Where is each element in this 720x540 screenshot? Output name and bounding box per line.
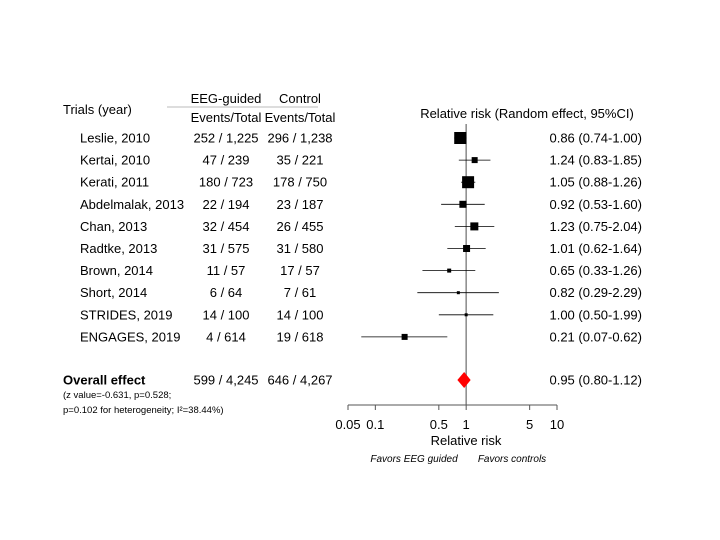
x-tick-label: 10 <box>550 417 564 432</box>
rr-label: 1.05 (0.88-1.26) <box>549 175 642 190</box>
study-row: Abdelmalak, 2013 22 / 194 23 / 187 0.92 (0.… <box>80 197 642 212</box>
study-name: Abdelmalak, 2013 <box>80 197 184 212</box>
study-row: ENGAGES, 2019 4 / 614 19 / 618 0.21 (0.07-0… <box>80 329 642 344</box>
eeg-events: 22 / 194 <box>203 197 250 212</box>
header-events-total-eeg: Events/Total <box>191 110 262 125</box>
overall-control-events: 646 / 4,267 <box>267 373 332 388</box>
eeg-events: 14 / 100 <box>203 307 250 322</box>
eeg-events: 4 / 614 <box>206 329 246 344</box>
study-row: Kertai, 2010 47 / 239 35 / 221 1.24 (0.83-1… <box>80 153 642 168</box>
x-tick-label: 0.5 <box>430 417 448 432</box>
eeg-events: 252 / 1,225 <box>193 131 258 146</box>
control-events: 296 / 1,238 <box>267 131 332 146</box>
headers: Trials (year) EEG-guided Control Events/… <box>63 91 634 125</box>
overall-diamond <box>457 372 471 388</box>
rr-label: 1.00 (0.50-1.99) <box>549 307 642 322</box>
control-events: 26 / 455 <box>277 219 324 234</box>
control-events: 35 / 221 <box>277 153 324 168</box>
x-tick-label: 0.05 <box>335 417 360 432</box>
study-name: Kertai, 2010 <box>80 153 150 168</box>
rr-label: 0.86 (0.74-1.00) <box>549 131 642 146</box>
x-tick-label: 1 <box>463 417 470 432</box>
rr-label: 0.65 (0.33-1.26) <box>549 263 642 278</box>
overall-rr-label: 0.95 (0.80-1.12) <box>549 373 642 388</box>
study-row: STRIDES, 2019 14 / 100 14 / 100 1.00 (0.50-… <box>80 307 642 322</box>
control-events: 23 / 187 <box>277 197 324 212</box>
study-name: Short, 2014 <box>80 285 147 300</box>
favors-right-label: Favors controls <box>478 454 546 465</box>
header-eeg-guided: EEG-guided <box>191 91 262 106</box>
study-name: Radtke, 2013 <box>80 241 157 256</box>
eeg-events: 180 / 723 <box>199 175 253 190</box>
control-events: 7 / 61 <box>284 285 317 300</box>
study-row: Leslie, 2010 252 / 1,225 296 / 1,238 0.86 (… <box>80 131 642 146</box>
header-control: Control <box>279 91 321 106</box>
eeg-events: 47 / 239 <box>203 153 250 168</box>
x-axis-label: Relative risk <box>431 433 502 448</box>
rr-label: 1.01 (0.62-1.64) <box>549 241 642 256</box>
stats-line-1: (z value=-0.631, p=0.528; <box>63 390 171 401</box>
point-estimate-marker <box>462 176 475 189</box>
study-row: Radtke, 2013 31 / 575 31 / 580 1.01 (0.62-1… <box>80 241 642 256</box>
study-name: Chan, 2013 <box>80 219 147 234</box>
study-name: ENGAGES, 2019 <box>80 329 180 344</box>
rr-label: 0.21 (0.07-0.62) <box>549 329 642 344</box>
header-events-total-control: Events/Total <box>265 110 336 125</box>
control-events: 178 / 750 <box>273 175 327 190</box>
control-events: 19 / 618 <box>277 329 324 344</box>
point-estimate-marker <box>454 132 467 144</box>
stats-line-2: p=0.102 for heterogeneity; I²=38.44%) <box>63 405 224 416</box>
header-relative-risk: Relative risk (Random effect, 95%CI) <box>420 106 634 121</box>
control-events: 31 / 580 <box>277 241 324 256</box>
rr-label: 1.24 (0.83-1.85) <box>549 153 642 168</box>
point-estimate-marker <box>401 333 408 340</box>
favors-left-label: Favors EEG guided <box>370 454 458 465</box>
overall-label: Overall effect <box>63 373 146 388</box>
overall-eeg-events: 599 / 4,245 <box>193 373 258 388</box>
eeg-events: 11 / 57 <box>207 263 246 278</box>
eeg-events: 32 / 454 <box>203 219 250 234</box>
control-events: 17 / 57 <box>280 263 320 278</box>
study-row: Short, 2014 6 / 64 7 / 61 0.82 (0.29-2.29) <box>80 285 642 300</box>
rr-label: 0.92 (0.53-1.60) <box>549 197 642 212</box>
study-name: Kerati, 2011 <box>80 175 149 190</box>
study-name: Leslie, 2010 <box>80 131 150 146</box>
point-estimate-marker <box>463 245 471 252</box>
rr-label: 1.23 (0.75-2.04) <box>549 219 642 234</box>
control-events: 14 / 100 <box>277 307 324 322</box>
study-name: Brown, 2014 <box>80 263 153 278</box>
point-estimate-marker <box>459 200 467 208</box>
point-estimate-marker <box>471 157 478 164</box>
x-axis: 0.05 0.1 0.5 1 5 10 <box>335 404 564 432</box>
study-row: Brown, 2014 11 / 57 17 / 57 0.65 (0.33-1.26… <box>80 263 642 278</box>
point-estimate-marker <box>470 222 479 231</box>
header-trials: Trials (year) <box>63 102 132 117</box>
study-row: Kerati, 2011 180 / 723 178 / 750 1.05 (0.88… <box>80 175 642 190</box>
eeg-events: 6 / 64 <box>210 285 243 300</box>
point-estimate-marker <box>456 291 460 295</box>
x-tick-label: 0.1 <box>366 417 384 432</box>
eeg-events: 31 / 575 <box>203 241 250 256</box>
point-estimate-marker <box>447 268 452 273</box>
x-tick-label: 5 <box>526 417 533 432</box>
point-estimate-marker <box>464 313 468 317</box>
study-row: Chan, 2013 32 / 454 26 / 455 1.23 (0.75-2.0… <box>80 219 642 234</box>
study-name: STRIDES, 2019 <box>80 307 173 322</box>
rr-label: 0.82 (0.29-2.29) <box>549 285 642 300</box>
